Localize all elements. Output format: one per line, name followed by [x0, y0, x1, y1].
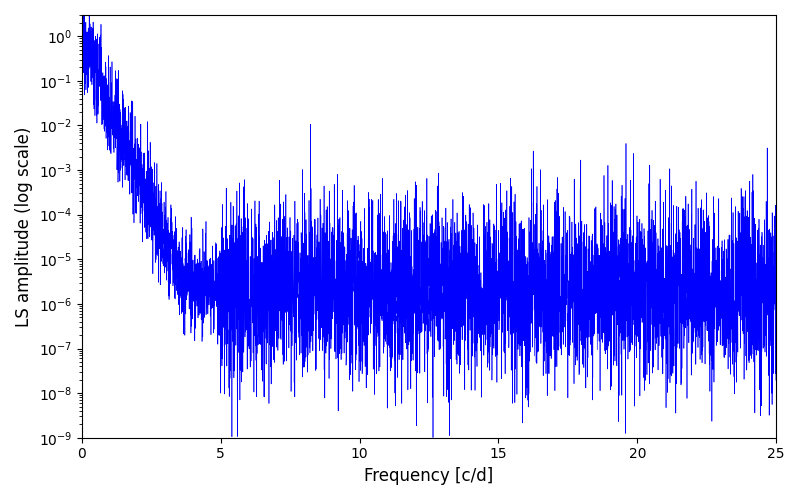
X-axis label: Frequency [c/d]: Frequency [c/d]	[364, 467, 494, 485]
Y-axis label: LS amplitude (log scale): LS amplitude (log scale)	[15, 126, 33, 326]
